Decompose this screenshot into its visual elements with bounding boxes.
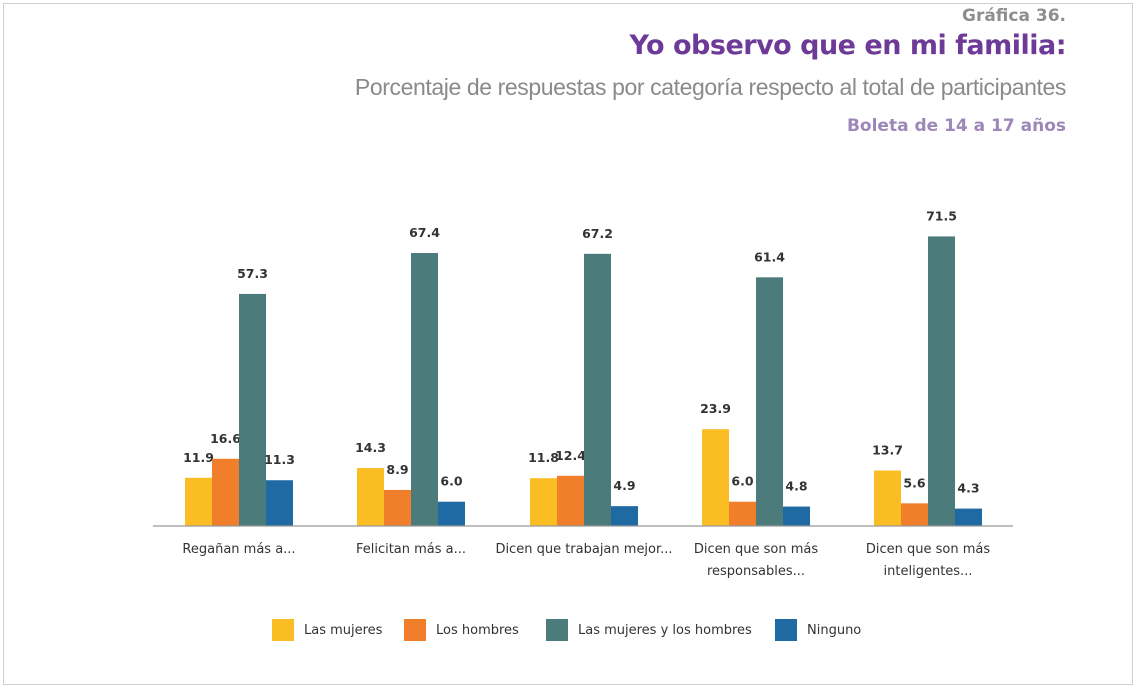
chart-title: Yo observo que en mi familia:: [629, 30, 1066, 61]
legend-swatch-las-mujeres: [272, 619, 294, 641]
value-label-felicitan-series-4: 6.0: [440, 474, 462, 489]
bar-responsables-series-4: [783, 506, 810, 526]
bar-responsables-series-3: [756, 277, 783, 526]
value-label-inteligentes-series-3: 71.5: [926, 208, 957, 223]
value-label-reganan-series-1: 11.9: [183, 450, 214, 465]
value-label-felicitan-series-3: 67.4: [409, 225, 440, 240]
value-label-reganan-series-2: 16.6: [210, 431, 241, 446]
bar-felicitan-series-3: [411, 253, 438, 526]
value-label-inteligentes-series-4: 4.3: [957, 481, 979, 496]
value-label-responsables-series-2: 6.0: [731, 474, 753, 489]
bar-trabajan-mejor-series-2: [557, 475, 584, 526]
bar-inteligentes-series-2: [901, 503, 928, 526]
category-label-trabajan-mejor: Dicen que trabajan mejor...: [495, 542, 672, 557]
value-label-trabajan-mejor-series-4: 4.9: [613, 478, 635, 493]
chart-subtitle: Porcentaje de respuestas por categoría r…: [354, 74, 1066, 100]
value-label-trabajan-mejor-series-2: 12.4: [555, 448, 586, 463]
chart-legend: Las mujeres Los hombres Las mujeres y lo…: [0, 616, 1138, 646]
bar-reganan-series-2: [212, 458, 239, 526]
value-label-trabajan-mejor-series-1: 11.8: [528, 450, 559, 465]
legend-swatch-ninguno: [775, 619, 797, 641]
legend-label-las-mujeres-y-los-hombres: Las mujeres y los hombres: [578, 622, 752, 638]
bar-chart: 11.9 14.3 11.8 23.9 13.7 16.6 8.9 12.4 6.0 5.6 57.…: [153, 208, 1013, 579]
bar-inteligentes-series-4: [955, 508, 982, 526]
value-label-reganan-series-4: 11.3: [264, 452, 295, 467]
category-label-inteligentes-line-1: Dicen que son más: [866, 542, 990, 557]
bar-felicitan-series-4: [438, 501, 465, 526]
value-label-inteligentes-series-2: 5.6: [903, 475, 925, 490]
legend-label-las-mujeres: Las mujeres: [304, 622, 383, 638]
bar-trabajan-mejor-series-4: [611, 506, 638, 526]
legend-label-ninguno: Ninguno: [807, 622, 862, 638]
category-label-responsables-line-1: Dicen que son más: [694, 542, 818, 557]
bar-inteligentes-series-3: [928, 236, 955, 527]
legend-swatch-los-hombres: [404, 619, 426, 641]
chart-subtitle-age-group: Boleta de 14 a 17 años: [846, 116, 1066, 136]
category-label-reganan: Regañan más a...: [182, 542, 295, 557]
bar-inteligentes-series-1: [874, 470, 901, 526]
value-label-inteligentes-series-1: 13.7: [872, 443, 903, 458]
category-label-inteligentes-line-2: inteligentes...: [884, 564, 973, 579]
bar-reganan-series-3: [239, 293, 266, 526]
value-label-responsables-series-1: 23.9: [700, 401, 731, 416]
legend-item-ninguno: Ninguno: [775, 616, 861, 644]
legend-item-las-mujeres-y-los-hombres: Las mujeres y los hombres: [546, 616, 752, 644]
category-label-responsables-line-2: responsables...: [707, 564, 805, 579]
bar-felicitan-series-1: [357, 468, 384, 526]
bar-reganan-series-4: [266, 480, 293, 526]
bar-felicitan-series-2: [384, 489, 411, 526]
bar-responsables-series-2: [729, 501, 756, 526]
value-label-felicitan-series-1: 14.3: [355, 440, 386, 455]
value-label-felicitan-series-2: 8.9: [386, 462, 408, 477]
value-label-responsables-series-3: 61.4: [754, 249, 785, 264]
bar-reganan-series-1: [185, 477, 212, 526]
value-label-reganan-series-3: 57.3: [237, 266, 268, 281]
value-label-trabajan-mejor-series-3: 67.2: [582, 226, 613, 241]
figure-number: Gráfica 36.: [962, 6, 1066, 26]
bar-trabajan-mejor-series-1: [530, 478, 557, 526]
legend-item-los-hombres: Los hombres: [404, 616, 519, 644]
category-label-felicitan: Felicitan más a...: [356, 542, 466, 557]
legend-swatch-las-mujeres-y-los-hombres: [546, 619, 568, 641]
bar-trabajan-mejor-series-3: [584, 253, 611, 526]
legend-label-los-hombres: Los hombres: [436, 622, 519, 638]
legend-item-las-mujeres: Las mujeres: [272, 616, 382, 644]
bar-responsables-series-1: [702, 429, 729, 526]
value-label-responsables-series-4: 4.8: [785, 479, 807, 494]
